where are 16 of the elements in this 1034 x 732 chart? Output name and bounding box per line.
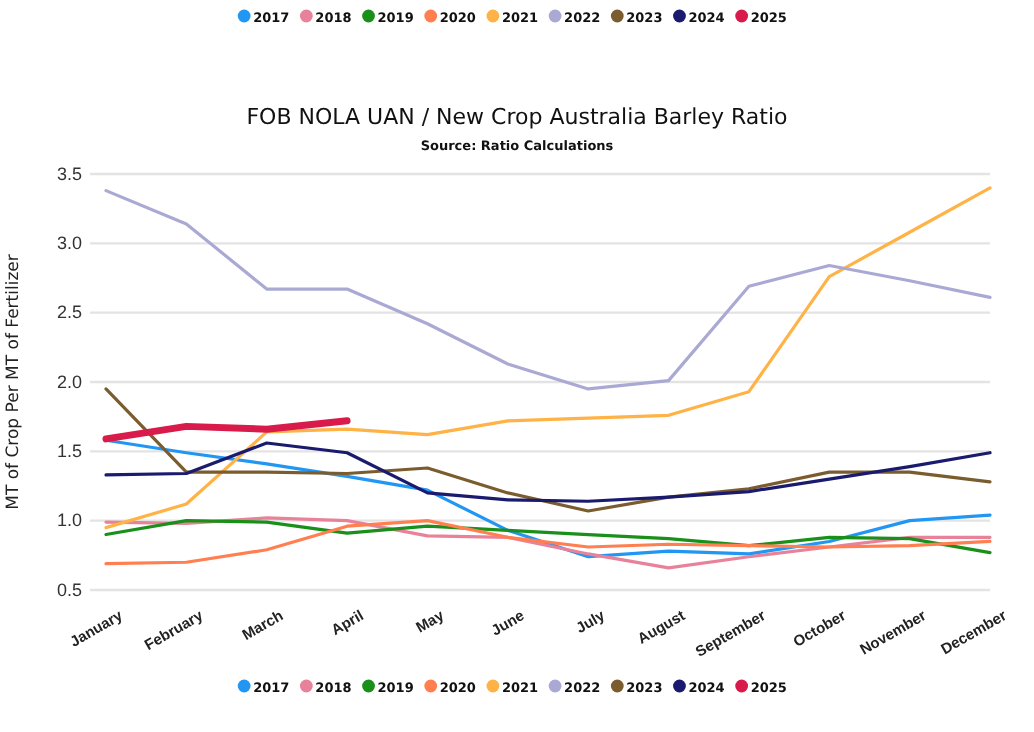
y-axis-title: MT of Crop Per MT of Fertilizer [4,253,24,510]
line-series [104,189,992,391]
line-series [104,519,992,555]
y-tick-label: 0.5 [56,579,82,600]
y-tick-label: 1.5 [56,441,82,462]
line-series [104,186,992,530]
line-series [104,438,992,559]
chart-title: FOB NOLA UAN / New Crop Australia Barley Ratio [246,104,789,130]
y-tick-label: 3.5 [56,163,82,184]
y-tick-label: 3.0 [56,233,82,254]
line-series [104,441,992,503]
y-tick-label: 2.5 [56,302,82,323]
line-series [102,417,351,443]
y-tick-label: 2.0 [56,371,82,392]
y-tick-label: 1.0 [56,510,82,531]
line-series [104,387,992,513]
